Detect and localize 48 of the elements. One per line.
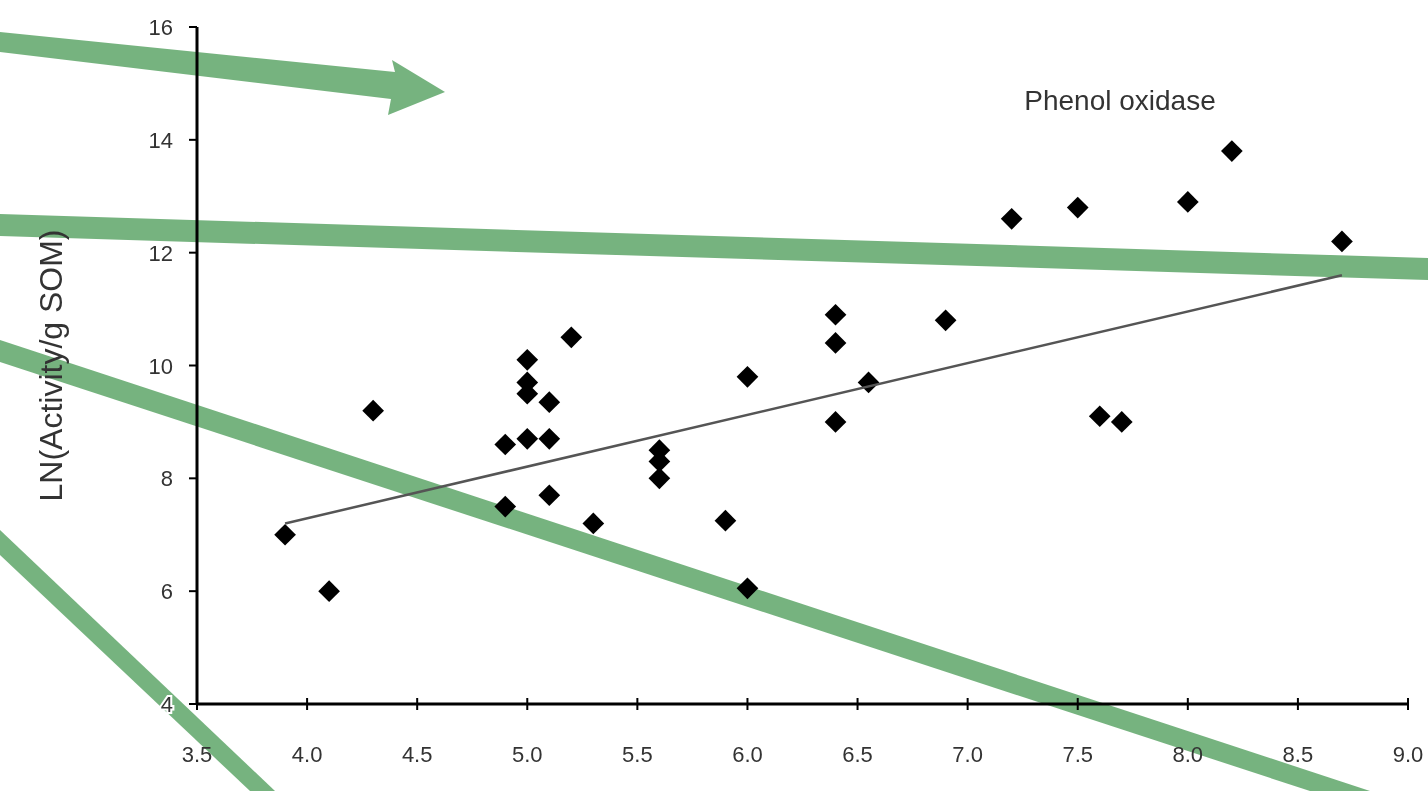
point — [736, 577, 759, 600]
point — [824, 411, 847, 433]
x-tick-label: 8.0 — [1172, 742, 1204, 767]
point — [1088, 405, 1111, 428]
x-tick-label: 3.5 — [181, 742, 213, 767]
point — [824, 303, 847, 326]
point — [648, 467, 671, 490]
x-tick-label: 4.5 — [401, 742, 433, 767]
point — [274, 523, 296, 546]
point — [582, 512, 605, 535]
point — [516, 349, 539, 371]
x-tick-label: 8.5 — [1282, 742, 1314, 767]
point — [538, 484, 561, 507]
y-tick-label: 14 — [148, 127, 173, 153]
text: Phenol oxidase — [1024, 85, 1216, 116]
x-tick-label: 9.0 — [1392, 742, 1424, 767]
point — [1176, 191, 1199, 213]
x-tick-label: 7.0 — [952, 742, 983, 767]
x-tick-label: 6.0 — [732, 742, 763, 767]
x-tick-label: 5.5 — [622, 742, 653, 767]
point — [318, 580, 340, 603]
y-tick-label: 12 — [148, 240, 173, 266]
y-axis-title: LN(Activity/g SOM) — [33, 229, 69, 502]
point — [1221, 140, 1243, 162]
point — [934, 309, 957, 332]
point — [1331, 230, 1353, 253]
point — [494, 495, 517, 518]
point — [362, 399, 384, 422]
y-tick-label: 6 — [160, 579, 173, 605]
point — [714, 509, 737, 532]
x-tick-label: 6.5 — [842, 742, 873, 767]
point — [516, 427, 539, 450]
point — [1000, 207, 1023, 230]
point — [1066, 196, 1089, 219]
y-tick-label: 4 — [160, 692, 173, 717]
point — [538, 427, 561, 450]
y-tick-label: 10 — [148, 353, 173, 379]
point — [1110, 411, 1133, 433]
y-tick-label: 16 — [148, 15, 173, 40]
point — [736, 365, 759, 388]
y-tick-label: 8 — [160, 466, 173, 492]
x-tick-label: 4.0 — [291, 742, 323, 767]
point — [824, 332, 847, 354]
point — [494, 433, 517, 456]
point — [538, 391, 561, 414]
x-tick-label: 7.5 — [1062, 742, 1094, 767]
point — [560, 326, 583, 349]
x-tick-label: 5.0 — [511, 742, 543, 767]
